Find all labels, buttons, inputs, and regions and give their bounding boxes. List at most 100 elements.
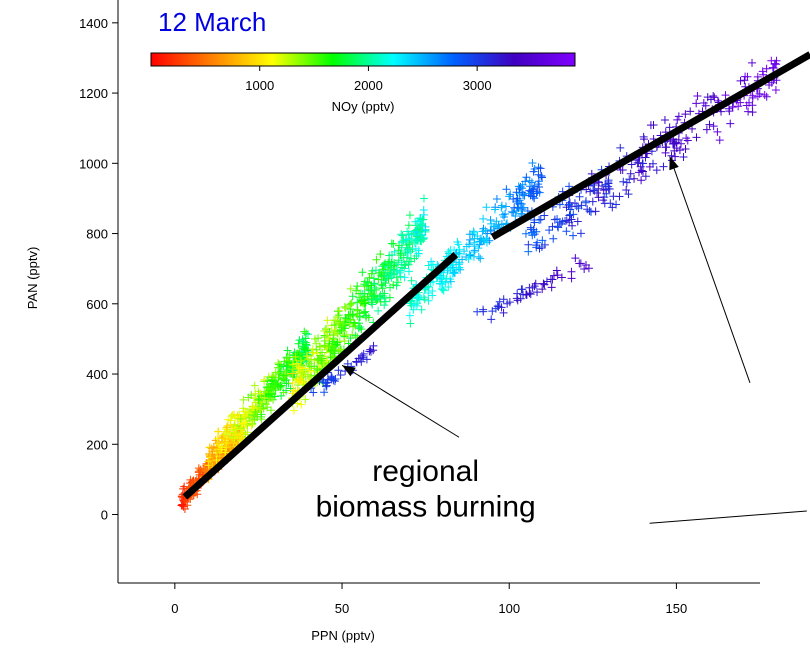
data-point xyxy=(540,211,549,220)
data-point xyxy=(333,313,342,322)
data-point xyxy=(230,434,239,443)
data-point xyxy=(320,326,329,335)
data-point xyxy=(549,234,558,243)
data-point xyxy=(566,205,575,214)
data-point xyxy=(359,349,368,358)
data-point xyxy=(309,348,318,357)
data-point xyxy=(518,285,527,294)
data-point xyxy=(693,91,702,100)
data-point xyxy=(744,107,753,116)
data-point xyxy=(301,395,310,404)
data-point xyxy=(584,264,593,273)
data-point xyxy=(760,91,769,100)
data-point xyxy=(622,185,631,194)
data-point xyxy=(313,366,322,375)
y-tick-label: 1200 xyxy=(79,86,108,101)
data-point xyxy=(428,287,437,296)
data-point xyxy=(624,190,633,199)
data-point xyxy=(682,134,691,143)
data-point xyxy=(482,203,491,212)
data-point xyxy=(336,345,345,354)
data-point xyxy=(575,192,584,201)
annotation-arrow-line xyxy=(341,364,460,438)
colorbar-gradient xyxy=(150,52,576,67)
data-point xyxy=(546,275,555,284)
data-point xyxy=(649,121,658,130)
data-point xyxy=(357,357,366,366)
data-point xyxy=(279,362,288,371)
y-tick-label: 200 xyxy=(86,437,108,452)
data-point xyxy=(538,285,547,294)
data-point xyxy=(419,194,428,203)
data-point xyxy=(226,442,235,451)
data-point xyxy=(284,356,293,365)
data-point xyxy=(486,216,495,225)
data-point xyxy=(268,382,277,391)
data-point xyxy=(380,301,389,310)
data-point xyxy=(239,395,248,404)
data-point xyxy=(411,244,420,253)
data-point xyxy=(356,323,365,332)
data-point xyxy=(247,421,256,430)
data-point xyxy=(398,238,407,247)
data-point xyxy=(450,268,459,277)
data-point xyxy=(365,273,374,282)
data-point xyxy=(527,187,536,196)
annotation-arrowhead xyxy=(342,365,356,377)
data-point xyxy=(660,116,669,125)
data-point xyxy=(419,235,428,244)
data-point xyxy=(641,172,650,181)
data-point xyxy=(232,430,241,439)
data-point xyxy=(180,505,189,514)
chart-title: 12 March xyxy=(158,7,266,37)
data-point xyxy=(502,185,511,194)
data-point xyxy=(297,400,306,409)
data-point xyxy=(681,110,690,119)
data-point xyxy=(509,208,518,217)
data-point xyxy=(349,310,358,319)
data-point xyxy=(235,413,244,422)
data-point xyxy=(236,425,245,434)
data-point xyxy=(532,227,541,236)
annotation-arrowhead xyxy=(669,156,679,171)
data-point xyxy=(525,176,534,185)
data-point xyxy=(353,311,362,320)
data-point xyxy=(583,205,592,214)
data-point xyxy=(412,299,421,308)
data-point xyxy=(313,354,322,363)
data-point xyxy=(358,298,367,307)
data-point xyxy=(410,300,419,309)
data-point xyxy=(529,167,538,176)
data-point xyxy=(212,456,221,465)
data-point xyxy=(442,274,451,283)
data-point xyxy=(553,222,562,231)
data-point xyxy=(243,428,252,437)
data-point xyxy=(604,176,613,185)
data-point xyxy=(340,336,349,345)
data-point xyxy=(220,437,229,446)
data-point xyxy=(522,290,531,299)
data-point xyxy=(291,352,300,361)
data-point xyxy=(387,239,396,248)
data-point xyxy=(474,253,483,262)
data-point xyxy=(518,205,527,214)
colorbar-tick-label: 1000 xyxy=(245,78,274,93)
data-point xyxy=(598,182,607,191)
data-point xyxy=(243,408,252,417)
data-point xyxy=(758,67,767,76)
data-point xyxy=(312,367,321,376)
data-point xyxy=(334,347,343,356)
fit-line xyxy=(490,51,810,241)
data-point xyxy=(267,376,276,385)
data-point xyxy=(524,247,533,256)
data-point xyxy=(356,289,365,298)
data-point xyxy=(237,428,246,437)
data-point xyxy=(527,228,536,237)
colorbar-title: NOy (pptv) xyxy=(332,99,395,114)
data-point xyxy=(329,334,338,343)
data-point xyxy=(361,307,370,316)
data-point xyxy=(407,230,416,239)
data-point xyxy=(380,289,389,298)
data-point xyxy=(499,308,508,317)
data-point xyxy=(616,143,625,152)
